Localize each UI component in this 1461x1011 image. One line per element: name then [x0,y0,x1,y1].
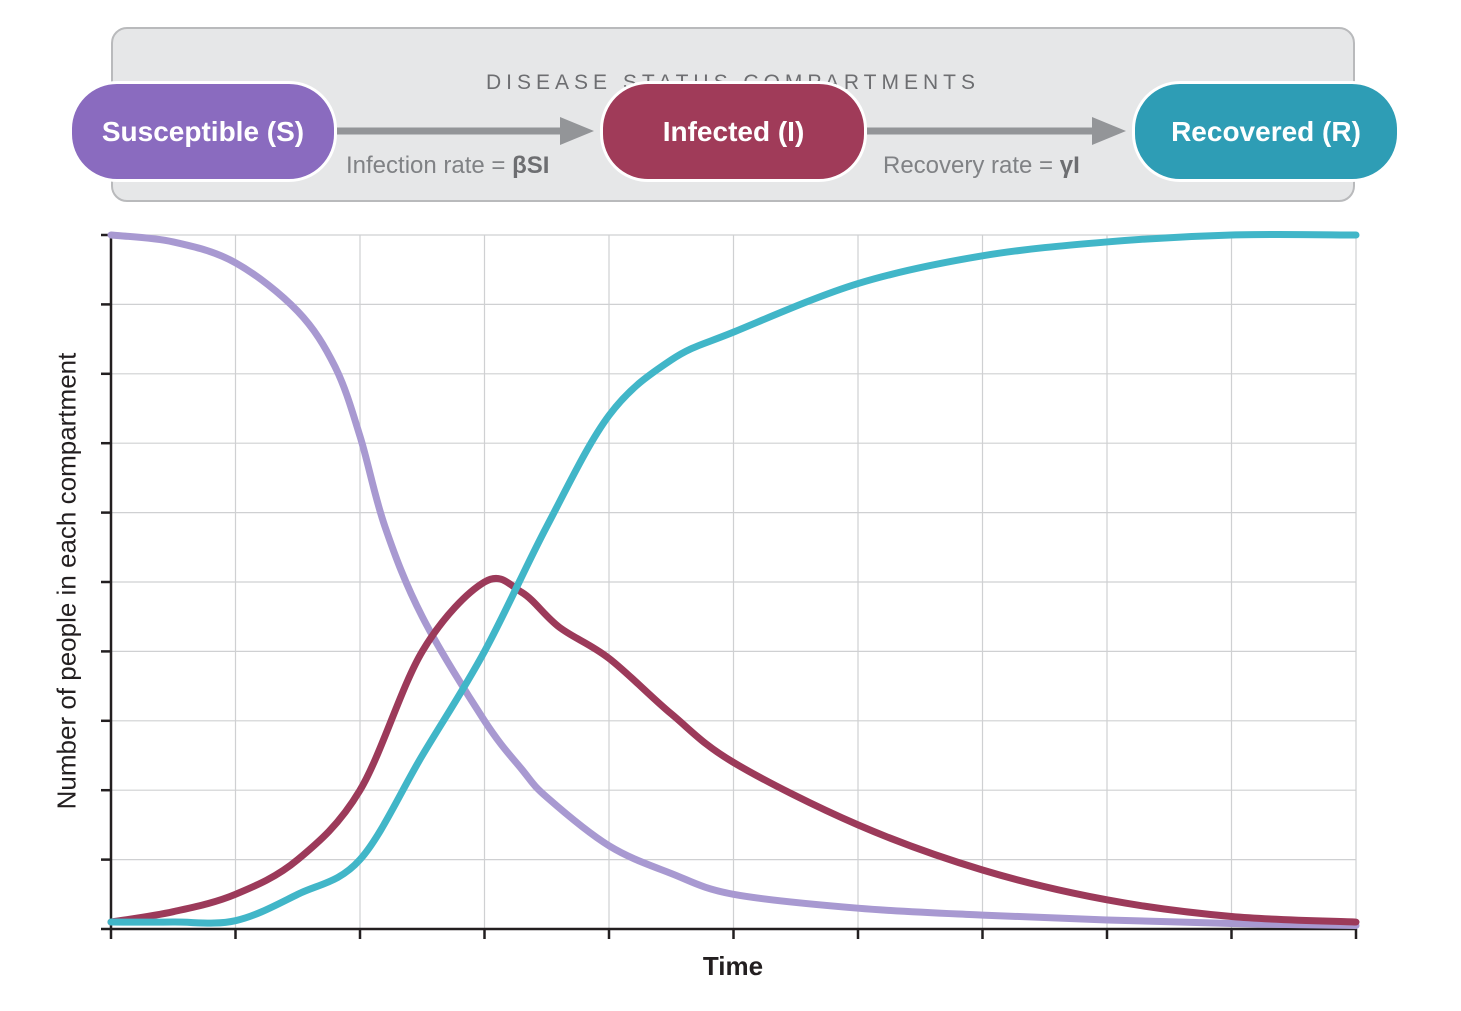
susceptible-compartment: Susceptible (S) [69,81,337,182]
susceptible-label: Susceptible (S) [101,115,305,147]
recovery-rate-formula: γI [1059,152,1080,179]
recovery-rate-label: Recovery rate = γI [883,152,1080,180]
infected-compartment: Infected (I) [600,81,867,182]
y-axis-label: Number of people in each compartment [51,352,82,810]
infection-rate-label: Infection rate = βSI [346,152,549,180]
x-axis-label: Time [702,951,764,981]
infection-arrow-head [560,117,594,145]
infection-rate-formula: βSI [512,152,550,179]
infected-label: Infected (I) [662,115,805,147]
recovered-label: Recovered (R) [1171,115,1361,147]
infection-rate-prefix: Infection rate = [346,152,513,179]
infected-curve [107,574,1360,926]
recovery-rate-prefix: Recovery rate = [883,152,1060,179]
susceptible-curve [107,231,1360,930]
recovered-curve [107,230,1360,927]
recovery-arrow-head [1092,117,1126,145]
recovered-compartment: Recovered (R) [1132,81,1400,182]
